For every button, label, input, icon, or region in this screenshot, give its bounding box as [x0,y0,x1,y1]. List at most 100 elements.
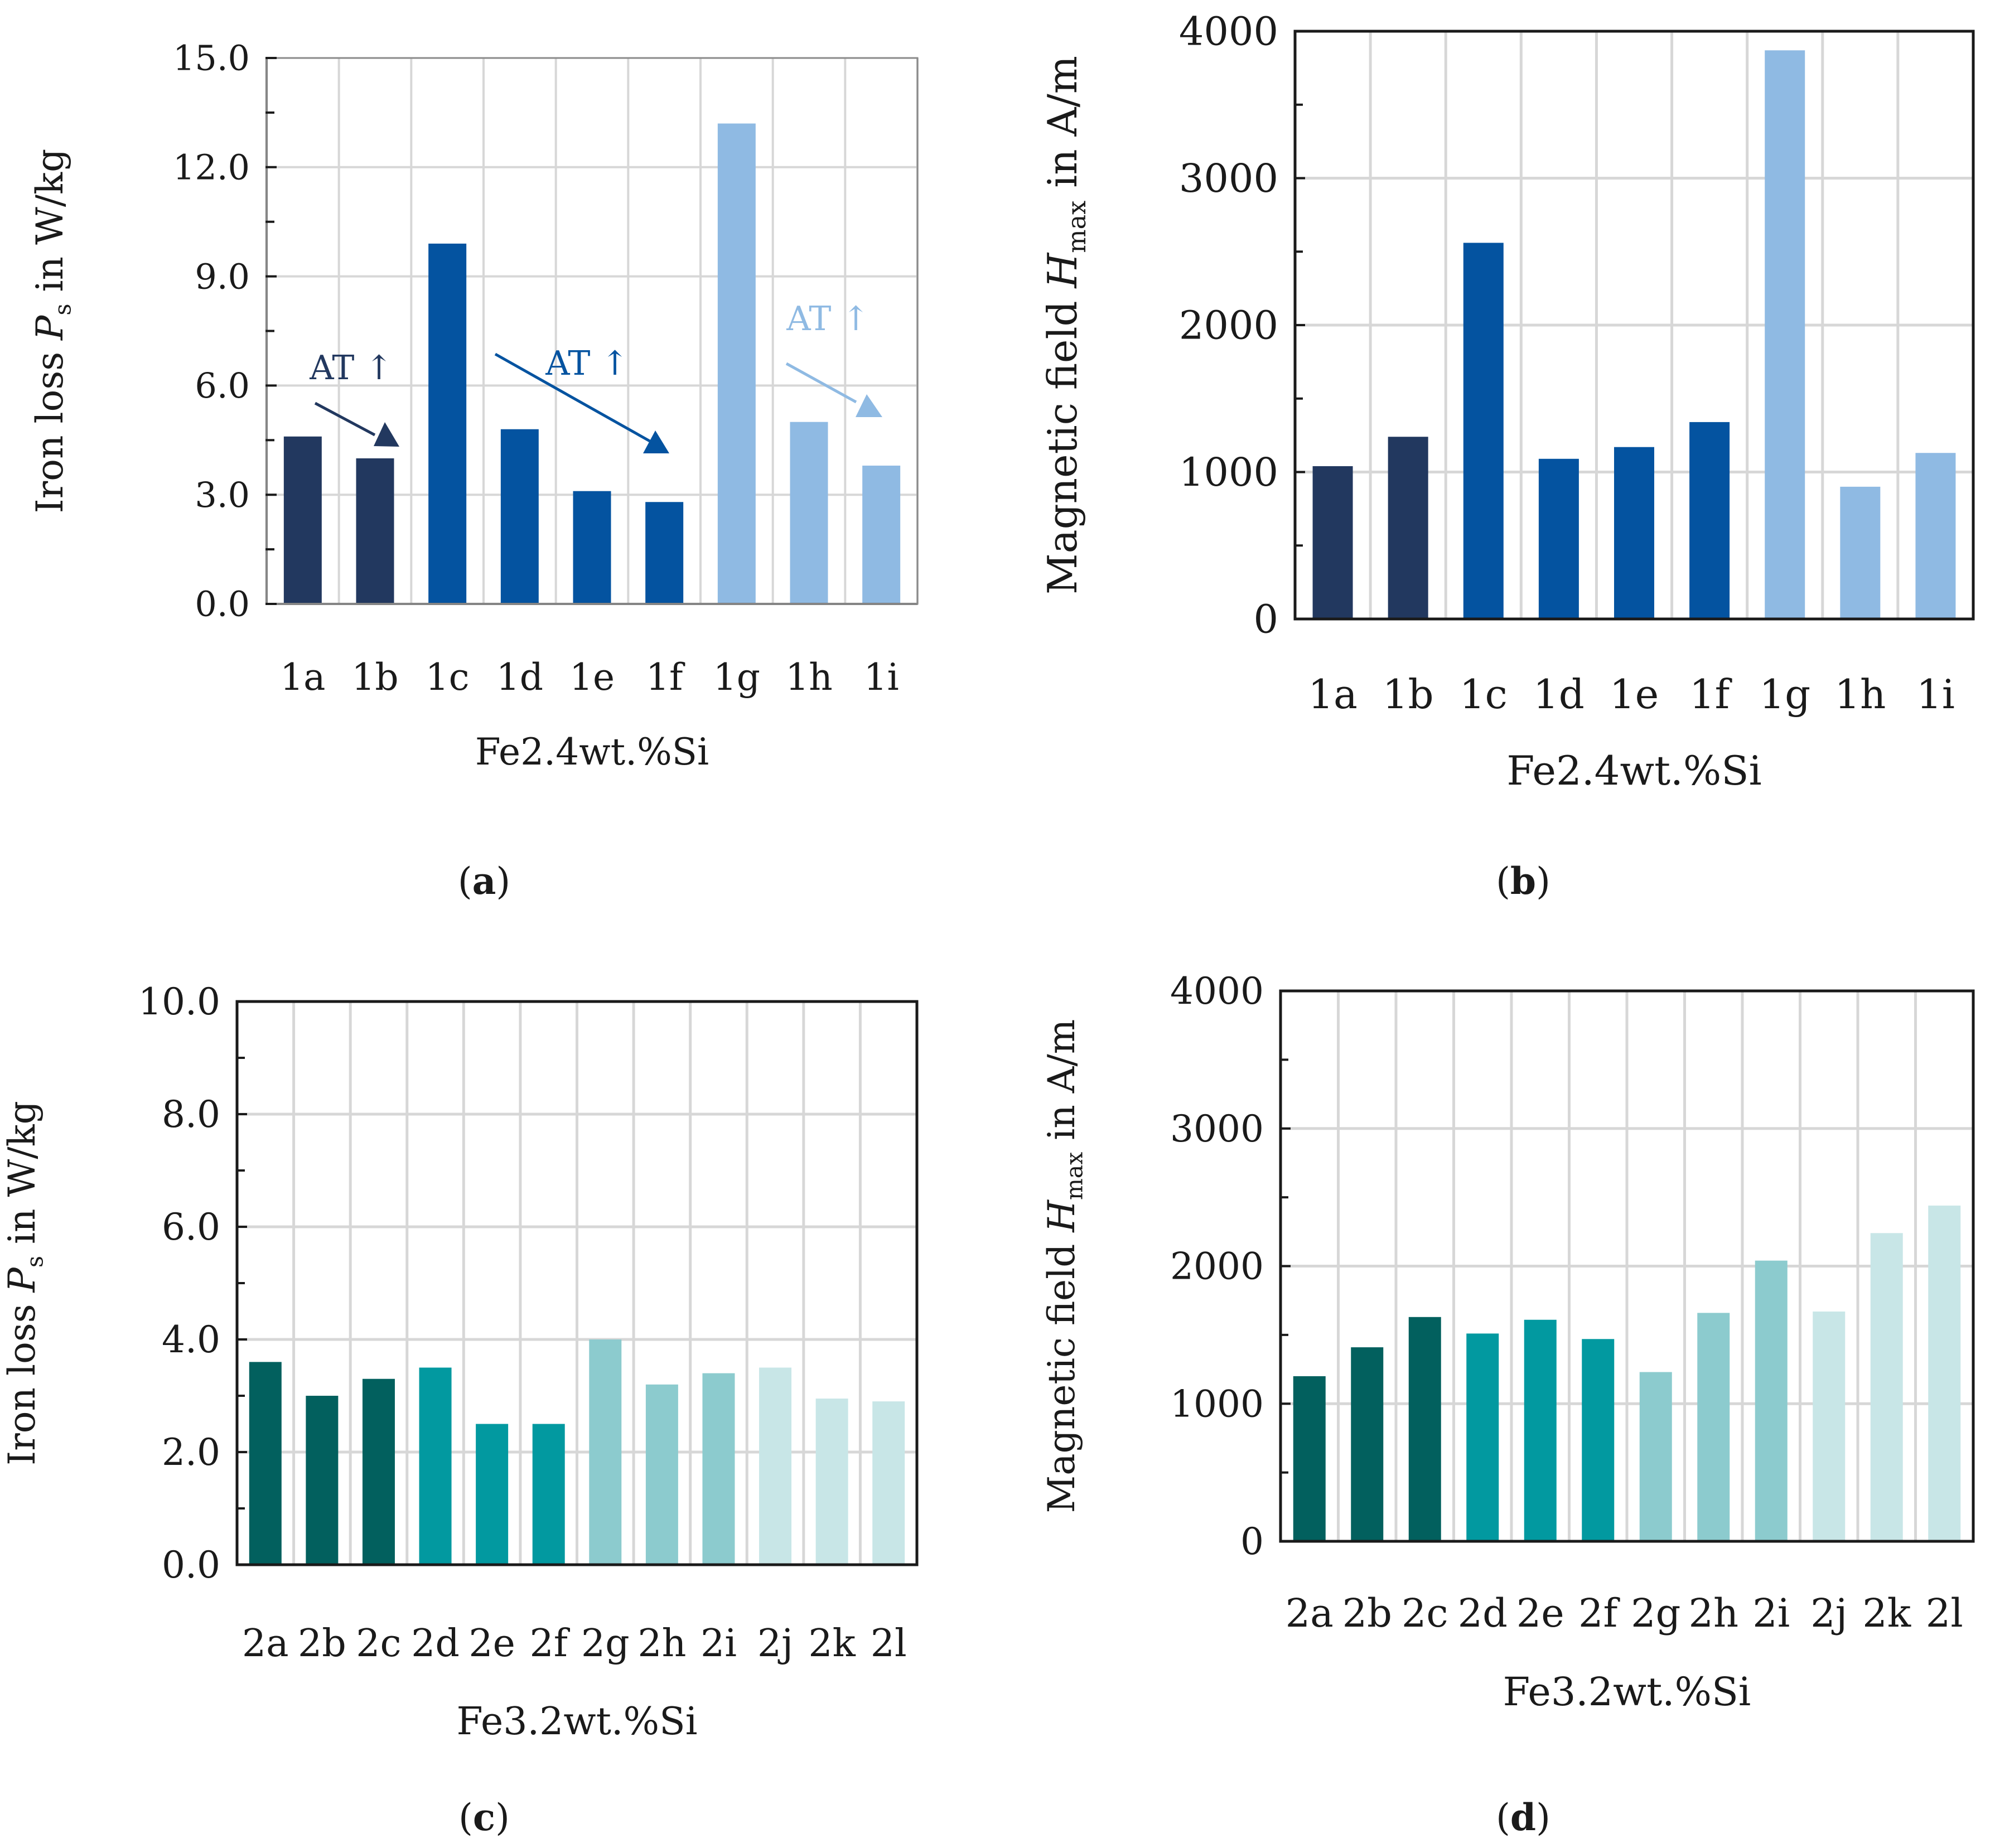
y-tick-label: 4.0 [162,1318,220,1361]
x-tick-label: 1b [1383,671,1434,718]
panel-letter: b [1510,859,1536,903]
y-tick-label: 0 [1240,1520,1264,1563]
bar-2f [1582,1339,1615,1541]
panel-paren-close: ) [495,1796,510,1839]
y-tick-label: 6.0 [195,365,250,406]
bar-2d [419,1367,452,1565]
x-axis-title: Fe2.4wt.%Si [1506,747,1761,794]
bar-2a [1293,1376,1326,1541]
y-tick-label: 8.0 [162,1093,220,1136]
bar-2i [1755,1260,1788,1541]
bar-1b [356,458,394,604]
annotation-label: AT ↑ [545,344,629,383]
x-tick-label: 1h [785,656,833,699]
bar-1g [717,123,756,604]
y-axis-title: Magnetic field Hmax in A/m [1040,1019,1088,1513]
bar-2c [362,1378,395,1565]
x-tick-label: 2g [1631,1590,1680,1636]
x-tick-label: 1a [1308,671,1358,718]
y-axis-title-unit: in A/m [1039,56,1086,201]
x-tick-label: 2k [808,1622,856,1666]
y-tick-label: 2000 [1170,1245,1264,1288]
bar-2b [306,1396,339,1565]
y-tick-label: 0 [1253,597,1278,642]
x-tick-label: 1g [1759,671,1810,718]
bar-1d [1538,458,1579,619]
panel-label: (d) [1496,1796,1550,1839]
y-axis-title-symbol: H [1040,1199,1083,1233]
y-tick-label: 10.0 [138,980,220,1023]
bar-2k [815,1399,848,1565]
y-tick-label: 1000 [1170,1382,1264,1425]
x-tick-label: 1d [496,656,543,699]
annotation-arrow-line [494,352,651,443]
chart-panel-c: 0.0 2.0 4.0 6.0 8.0 10.0 2a 2b 2c 2d 2e 2f 2g 2h 2i 2j 2… [1,980,919,1839]
panel-paren-close: ) [496,860,510,903]
bar-2j [1813,1311,1846,1541]
y-tick-label: 15.0 [173,38,250,79]
y-tick-label: 3000 [1170,1107,1264,1150]
y-tick-label: 0.0 [195,584,250,625]
bar-2a [249,1362,282,1565]
x-tick-label: 1e [569,656,615,699]
panel-paren-close: ) [1536,860,1550,903]
bar-1i [1915,453,1956,619]
bar-2i [702,1373,735,1565]
x-axis-title: Fe3.2wt.%Si [1503,1669,1751,1715]
x-tick-label: 1a [280,656,325,699]
bar-1b [1388,437,1428,619]
x-tick-label: 1i [864,656,899,699]
y-tick-label: 4000 [1170,970,1264,1013]
x-tick-label: 2j [757,1622,793,1666]
bar-2e [1524,1319,1557,1541]
x-tick-label: 2a [1286,1590,1334,1636]
bar-2h [645,1384,678,1565]
x-tick-label: 1f [1689,671,1732,718]
panel-paren-open: ( [1496,860,1510,903]
bar-1e [1614,447,1654,619]
x-tick-label: 2d [411,1622,460,1666]
x-tick-label: 2l [1926,1590,1963,1636]
y-tick-label: 4000 [1179,9,1278,55]
bar-2l [1928,1205,1961,1541]
x-tick-label: 2c [356,1622,401,1666]
bar-2e [476,1424,509,1565]
x-tick-label: 2i [701,1622,737,1666]
bar-2c [1408,1317,1441,1541]
x-tick-label: 1d [1533,671,1585,718]
x-tick-label: 2f [1578,1590,1621,1636]
bar-2d [1466,1333,1499,1541]
x-axis-title: Fe2.4wt.%Si [475,731,709,773]
bar-2l [872,1401,905,1565]
bar-1c [1463,243,1504,619]
x-tick-label: 1g [713,656,760,699]
annotation-label: AT ↑ [309,349,393,388]
y-tick-label: 3000 [1179,156,1278,201]
y-axis-title-symbol: H [1039,253,1086,289]
panel-label: (a) [458,859,510,903]
x-tick-label: 1i [1916,671,1955,718]
y-axis-title-unit: in W/kg [1,1101,44,1256]
x-tick-label: 1e [1610,671,1659,718]
bar-2f [532,1424,565,1565]
bar-1i [862,465,901,604]
panel-paren-open: ( [458,1796,473,1839]
bar-1f [1689,422,1730,619]
annotation-arrow-line [314,401,376,437]
annotation-label: AT ↑ [786,299,870,338]
bar-1d [500,429,539,604]
bar-2g [1639,1372,1672,1541]
y-axis-title: Iron loss Ps in W/kg [1,1101,49,1465]
x-tick-label: 2l [871,1622,907,1666]
y-axis-title-unit: in A/m [1040,1019,1083,1152]
y-tick-label: 0.0 [162,1544,220,1586]
chart-panel-b: 0 1000 2000 3000 4000 1a 1b 1c 1d 1e 1f 1g 1h 1i Fe2.4… [1039,9,1975,903]
y-tick-label: 3.0 [195,475,250,515]
x-tick-label: 2b [1342,1590,1392,1636]
x-tick-label: 1h [1834,671,1886,718]
x-tick-label: 2e [1516,1590,1564,1636]
x-tick-label: 1c [426,656,470,699]
x-tick-label: 2c [1402,1590,1448,1636]
bar-1e [573,491,611,604]
